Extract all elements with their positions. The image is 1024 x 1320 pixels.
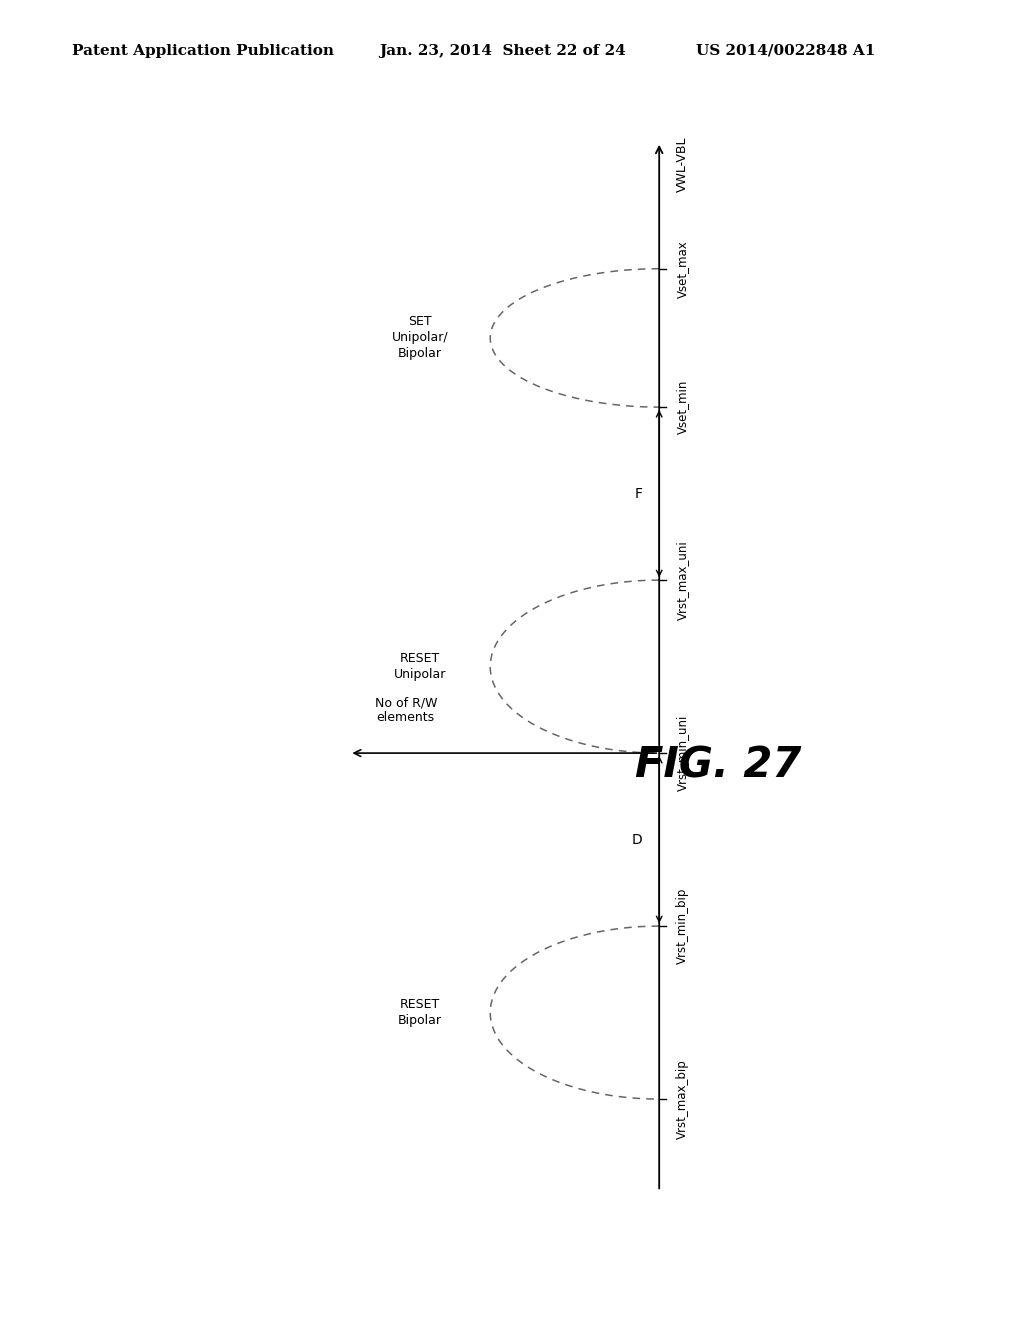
Text: Vset_max: Vset_max (676, 240, 689, 297)
Text: D: D (632, 833, 642, 846)
Text: Jan. 23, 2014  Sheet 22 of 24: Jan. 23, 2014 Sheet 22 of 24 (379, 44, 626, 58)
Text: Vrst_max_uni: Vrst_max_uni (676, 540, 689, 620)
Text: FIG. 27: FIG. 27 (635, 744, 801, 787)
Text: Vrst_min_uni: Vrst_min_uni (676, 715, 689, 791)
Text: RESET
Unipolar: RESET Unipolar (393, 652, 446, 681)
Text: RESET
Bipolar: RESET Bipolar (398, 998, 441, 1027)
Text: SET
Unipolar/
Bipolar: SET Unipolar/ Bipolar (391, 315, 449, 360)
Text: Vrst_max_bip: Vrst_max_bip (676, 1059, 689, 1139)
Text: Vset_min: Vset_min (676, 380, 689, 434)
Text: VWL-VBL: VWL-VBL (676, 136, 689, 191)
Text: No of R/W
elements: No of R/W elements (375, 696, 437, 725)
Text: F: F (634, 487, 642, 500)
Text: US 2014/0022848 A1: US 2014/0022848 A1 (696, 44, 876, 58)
Text: Patent Application Publication: Patent Application Publication (72, 44, 334, 58)
Text: Vrst_min_bip: Vrst_min_bip (676, 888, 689, 965)
